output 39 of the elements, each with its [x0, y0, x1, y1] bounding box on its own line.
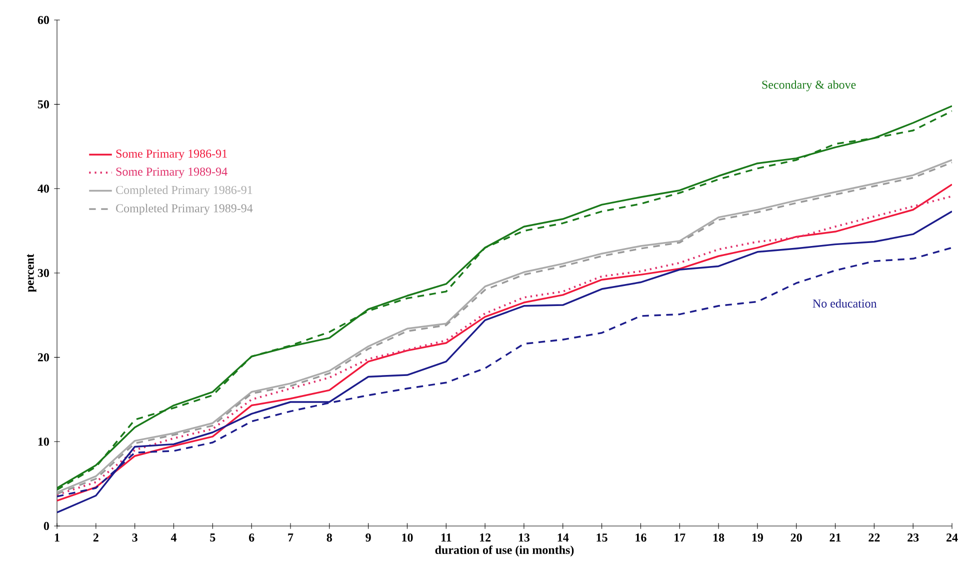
y-tick-label: 20: [38, 353, 49, 362]
x-tick-label: 10: [402, 534, 413, 542]
annotation: Secondary & above: [762, 80, 856, 92]
x-tick-label: 6: [248, 534, 254, 542]
x-tick-label: 18: [713, 534, 724, 542]
x-tick-label: 23: [908, 534, 919, 542]
x-tick-label: 3: [132, 534, 138, 542]
x-tick-label: 11: [441, 534, 452, 542]
x-tick-label: 24: [946, 534, 958, 542]
x-tick-label: 15: [596, 534, 608, 542]
x-tick-label: 21: [830, 534, 841, 542]
y-tick-label: 40: [38, 184, 49, 193]
x-tick-label: 14: [558, 534, 569, 542]
annotation: No education: [812, 299, 877, 308]
x-tick-label: 9: [366, 534, 371, 542]
legend-label: Some Primary 1989-94: [116, 168, 228, 178]
x-tick-label: 13: [518, 534, 530, 542]
x-tick-label: 20: [790, 534, 802, 542]
x-tick-label: 1: [54, 534, 60, 542]
x-tick-label: 7: [288, 534, 294, 542]
y-tick-label: 10: [38, 438, 49, 446]
y-tick-label: 30: [38, 268, 49, 278]
x-tick-label: 5: [210, 534, 216, 542]
x-tick-label: 16: [636, 534, 646, 542]
legend-label: Completed Primary 1989-94: [116, 204, 253, 215]
legend-label: Completed Primary 1986-91: [116, 186, 252, 196]
x-tick-label: 22: [868, 534, 880, 542]
x-tick-label: 4: [170, 534, 177, 542]
y-tick-label: 60: [38, 16, 49, 24]
x-axis-title: duration of use (in months): [435, 545, 574, 556]
y-tick-label: 0: [44, 522, 49, 530]
y-tick-label: 50: [38, 100, 49, 108]
x-tick-label: 17: [674, 534, 686, 542]
x-tick-label: 8: [326, 534, 332, 542]
x-tick-label: 19: [752, 534, 763, 542]
legend-label: Some Primary 1986-91: [116, 150, 227, 160]
x-tick-label: 2: [93, 534, 98, 542]
y-axis-title: percent: [26, 254, 36, 292]
x-tick-label: 12: [480, 534, 491, 542]
